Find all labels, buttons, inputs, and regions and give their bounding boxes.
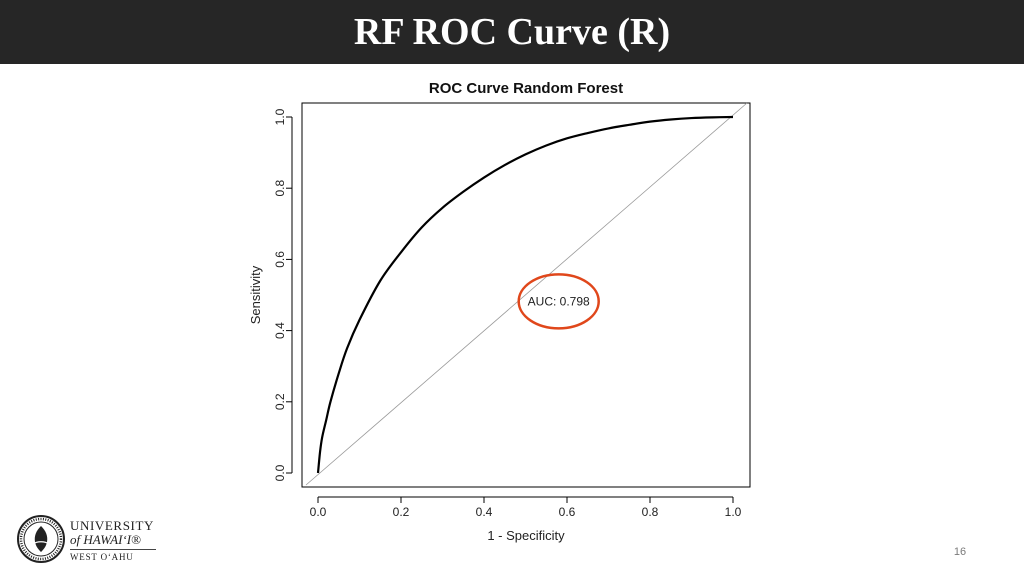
logo-text: UNIVERSITY of HAWAI‘I® WEST O‘AHU <box>70 519 160 562</box>
y-tick-label: 1.0 <box>273 108 287 125</box>
x-tick-label: 1.0 <box>725 505 742 519</box>
chart-title: ROC Curve Random Forest <box>429 80 623 97</box>
y-tick-label: 0.4 <box>273 322 287 339</box>
y-axis-label: Sensitivity <box>248 265 263 324</box>
y-tick-label: 0.2 <box>273 393 287 410</box>
logo-university: UNIVERSITY <box>70 518 154 533</box>
university-seal-icon <box>17 515 65 563</box>
y-tick-label: 0.0 <box>273 464 287 481</box>
roc-curve-line <box>316 115 734 474</box>
x-tick-label: 0.0 <box>310 505 327 519</box>
y-tick-label: 0.8 <box>273 180 287 197</box>
x-tick-label: 0.8 <box>642 505 659 519</box>
slide-title: RF ROC Curve (R) <box>353 11 671 53</box>
page-number: 16 <box>953 546 967 558</box>
logo-campus: WEST O‘AHU <box>70 552 134 562</box>
x-tick-label: 0.2 <box>393 505 410 519</box>
logo-divider <box>70 549 156 550</box>
auc-highlight-ellipse <box>517 273 600 330</box>
x-tick-label: 0.4 <box>476 505 493 519</box>
logo-hawaii: of HAWAI‘I® <box>70 532 141 547</box>
auc-label: AUC: 0.798 <box>528 294 590 308</box>
plot-frame <box>301 102 751 488</box>
y-tick-label: 0.6 <box>273 251 287 268</box>
reference-diagonal-line <box>305 102 748 486</box>
title-bar: RF ROC Curve (R) <box>0 0 1024 64</box>
x-tick-label: 0.6 <box>559 505 576 519</box>
university-logo: UNIVERSITY of HAWAI‘I® WEST O‘AHU <box>16 514 156 566</box>
x-axis-label: 1 - Specificity <box>487 528 565 543</box>
